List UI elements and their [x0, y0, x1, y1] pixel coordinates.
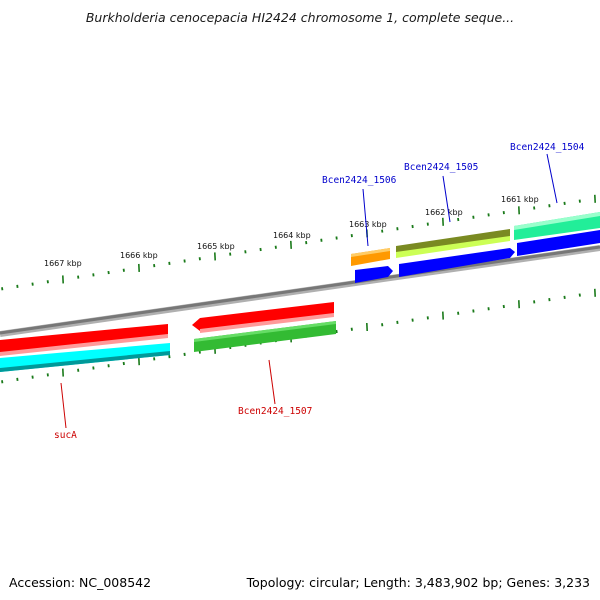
map-title: Burkholderia cenocepacia HI2424 chromoso…: [85, 10, 515, 25]
genome-info-text: Topology: circular; Length: 3,483,902 bp…: [246, 575, 590, 590]
tick-label: 1664 kbp: [273, 231, 311, 240]
cds-green[interactable]: [194, 321, 336, 352]
leader-lines: [60, 153, 558, 429]
gene-labels: Bcen2424_1506 Bcen2424_1505 Bcen2424_150…: [54, 142, 585, 441]
tick-label: 1662 kbp: [425, 208, 463, 217]
genome-backbone-shade: [0, 245, 600, 335]
cds-cyan-shade: [0, 351, 170, 372]
cds-1504-top: [514, 212, 600, 230]
gene-label-1506[interactable]: Bcen2424_1506: [322, 175, 397, 186]
gene-label-1504[interactable]: Bcen2424_1504: [510, 142, 585, 153]
cds-sucA[interactable]: [0, 324, 168, 354]
accession-text: Accession: NC_008542: [9, 575, 152, 590]
cds-blue-right[interactable]: [517, 230, 600, 256]
tick-label: 1663 kbp: [349, 220, 387, 229]
tick-label: 1666 kbp: [120, 251, 158, 260]
cds-1505-lime: [396, 236, 510, 258]
outer-tick-ring: [1, 194, 596, 291]
cds-blue-small[interactable]: [355, 266, 393, 283]
reverse-strand-features: [0, 302, 336, 372]
tick-labels: 1667 kbp 1666 kbp 1665 kbp 1664 kbp 1663…: [44, 195, 539, 268]
tick-label: 1665 kbp: [197, 242, 235, 251]
tick-label: 1667 kbp: [44, 259, 82, 268]
cds-1507-shade: [200, 313, 334, 333]
tick-label: 1661 kbp: [501, 195, 539, 204]
cds-1506-shade: [351, 248, 390, 257]
cds-sucA-shade: [0, 334, 168, 356]
gene-label-1505[interactable]: Bcen2424_1505: [404, 162, 478, 173]
cds-Bcen2424_1507[interactable]: [192, 302, 334, 331]
gene-label-1507[interactable]: Bcen2424_1507: [238, 406, 312, 417]
cds-green-top: [194, 321, 336, 342]
cds-blue-long[interactable]: [399, 248, 515, 277]
forward-strand-features: [351, 212, 600, 283]
gene-label-sucA[interactable]: sucA: [54, 430, 77, 441]
